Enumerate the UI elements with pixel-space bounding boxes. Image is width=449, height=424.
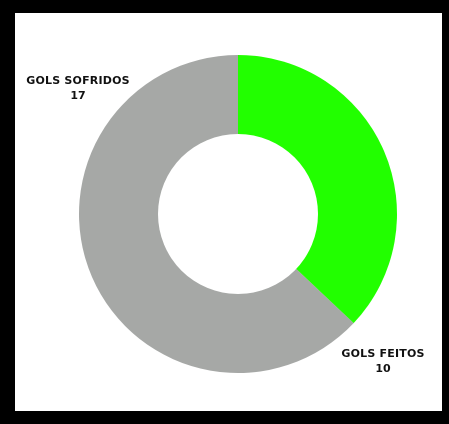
label-gols-sofridos-name: GOLS SOFRIDOS	[26, 74, 130, 87]
slice-gols-feitos	[238, 55, 397, 324]
label-gols-sofridos: GOLS SOFRIDOS 17	[26, 74, 130, 102]
label-gols-feitos-name: GOLS FEITOS	[341, 347, 424, 360]
donut-hole	[158, 134, 318, 294]
label-gols-feitos-value: 10	[375, 362, 391, 375]
label-gols-sofridos-value: 17	[70, 89, 85, 102]
label-gols-feitos: GOLS FEITOS 10	[341, 347, 424, 375]
